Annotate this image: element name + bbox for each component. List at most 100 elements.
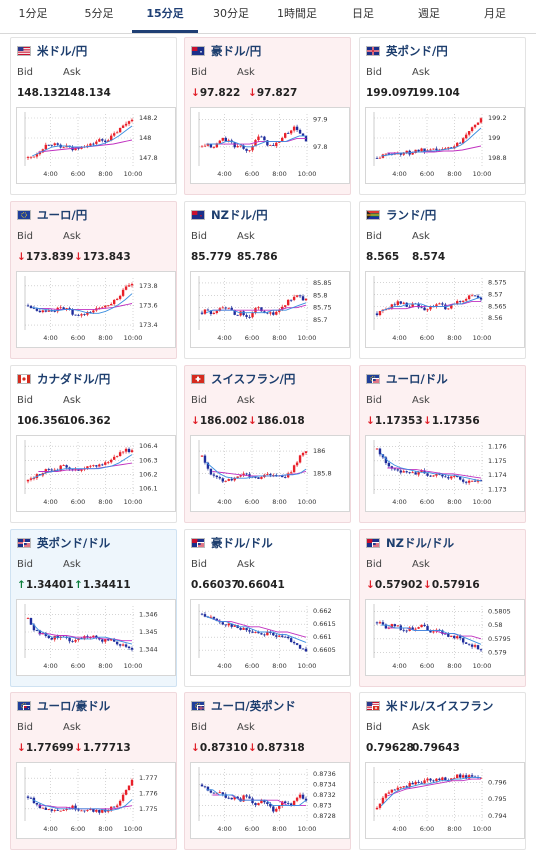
tab-3[interactable]: 30分足 <box>213 7 249 20</box>
candle-body <box>390 624 394 628</box>
bid-number: 8.565 <box>366 251 400 263</box>
rate-card[interactable]: ユーロ/ドル Bid Ask ↓1.17353 ↓1.17356 4:00 6:00 8:00… <box>359 365 526 523</box>
mini-chart[interactable]: 4:00 6:00 8:00 10:00 0.5805 0.58 0.5795 0.579 <box>365 599 525 676</box>
rate-card[interactable]: ユーロ/豪ドル Bid Ask ↓1.77699 ↓1.77713 4:00 6:00 8:0… <box>10 692 177 850</box>
bid-value: 106.356 <box>17 415 65 427</box>
candle-body <box>59 465 62 471</box>
rate-card[interactable]: 米ドル/円 Bid Ask 148.132 148.134 4:00 6:00 8:00 10:… <box>10 37 177 195</box>
pair-title[interactable]: カナダドル/円 <box>37 372 111 386</box>
ask-number: 186.018 <box>256 415 305 427</box>
candle-body <box>411 782 414 785</box>
pair-title[interactable]: ユーロ/円 <box>37 208 88 222</box>
rate-card[interactable]: 英ポンド/ドル Bid Ask ↑1.34401 ↑1.34411 4:00 6:00 8:0… <box>10 529 177 687</box>
mini-chart[interactable]: 4:00 6:00 8:00 10:00 199.2 199 198.8 <box>365 107 525 184</box>
tab-1[interactable]: 5分足 <box>84 7 114 20</box>
x-tick-label: 4:00 <box>217 334 232 342</box>
pair-title[interactable]: 豪ドル/円 <box>211 44 262 58</box>
flag-icon <box>366 46 380 56</box>
candle-body <box>239 475 242 477</box>
candle-body <box>298 455 302 463</box>
tab-7[interactable]: 月足 <box>484 7 506 20</box>
candle-body <box>266 474 269 475</box>
mini-chart[interactable]: 4:00 6:00 8:00 10:00 1.176 1.175 1.174 1.173 <box>365 435 525 512</box>
candle-body <box>83 314 86 316</box>
candle-body <box>429 630 432 633</box>
candle-body <box>414 472 417 475</box>
pair-title[interactable]: 米ドル/円 <box>37 44 88 58</box>
candle-body <box>89 808 92 811</box>
tab-4[interactable]: 1時間足 <box>277 7 317 20</box>
candle-body <box>227 623 230 626</box>
candle-body <box>284 305 287 307</box>
x-tick-label: 10:00 <box>124 498 143 506</box>
candle-body <box>464 481 468 483</box>
candle-body <box>260 800 263 804</box>
y-tick-label: 106.2 <box>139 470 158 478</box>
candle-body <box>284 477 287 478</box>
pair-title[interactable]: 英ポンド/ドル <box>37 536 111 550</box>
pair-title[interactable]: NZドル/ドル <box>386 536 455 550</box>
candle-body <box>112 639 116 642</box>
mini-chart[interactable]: 4:00 6:00 8:00 10:00 1.346 1.345 1.344 <box>16 599 176 676</box>
mini-chart[interactable]: 4:00 6:00 8:00 10:00 0.796 0.795 0.794 <box>365 762 525 839</box>
candle-body <box>86 810 89 811</box>
candle-body <box>464 299 468 301</box>
rate-card[interactable]: 米ドル/スイスフラン Bid Ask 0.79628 0.79643 4:00 6:00 8:… <box>359 692 526 850</box>
candle-body <box>112 806 116 808</box>
candle-body <box>233 625 236 627</box>
bid-label: Bid <box>17 559 33 570</box>
candle-body <box>411 303 414 308</box>
candle-body <box>218 477 222 479</box>
ma-fast-line <box>32 454 133 479</box>
mini-chart[interactable]: 4:00 6:00 8:00 10:00 8.575 8.57 8.565 8.56 <box>365 271 525 348</box>
candle-body <box>121 644 125 646</box>
tab-6[interactable]: 週足 <box>418 7 440 20</box>
pair-title[interactable]: ユーロ/ドル <box>386 372 448 386</box>
ask-value: ↓186.018 <box>248 415 305 427</box>
tab-0[interactable]: 1分足 <box>18 7 48 20</box>
mini-chart[interactable]: 4:00 6:00 8:00 10:00 0.8736 0.8734 0.8732 0.873… <box>190 762 350 839</box>
rate-card[interactable]: ユーロ/英ポンド Bid Ask ↓0.87310 ↓0.87318 4:00 6:00 8:… <box>184 692 351 850</box>
pair-title[interactable]: ユーロ/英ポンド <box>211 699 296 713</box>
mini-chart[interactable]: 4:00 6:00 8:00 10:00 1.777 1.776 1.775 <box>16 762 176 839</box>
rate-card[interactable]: NZドル/円 Bid Ask 85.779 85.786 4:00 6:00 8:00 10:0… <box>184 201 351 359</box>
rate-card[interactable]: ユーロ/円 Bid Ask ↓173.839 ↓173.843 4:00 6:00 8:00 1… <box>10 201 177 359</box>
candle-body <box>209 310 213 314</box>
mini-chart[interactable]: 4:00 6:00 8:00 10:00 173.8 173.6 173.4 <box>16 271 176 348</box>
candle-body <box>110 135 113 141</box>
pair-title[interactable]: スイスフラン/円 <box>211 372 296 386</box>
rate-card[interactable]: スイスフラン/円 Bid Ask ↓186.002 ↓186.018 4:00 6:00 8:… <box>184 365 351 523</box>
pair-title[interactable]: ユーロ/豪ドル <box>37 699 111 713</box>
mini-chart[interactable]: 4:00 6:00 8:00 10:00 186 185.8 <box>190 435 350 512</box>
candle-body <box>464 134 468 139</box>
rate-card[interactable]: 豪ドル/円 Bid Ask ↓97.822 ↓97.827 4:00 6:00 8:00 10:… <box>184 37 351 195</box>
tab-5[interactable]: 日足 <box>352 7 374 20</box>
bid-label: Bid <box>191 722 207 733</box>
mini-chart[interactable]: 4:00 6:00 8:00 10:00 85.85 85.8 85.75 85.7 <box>190 271 350 348</box>
mini-chart[interactable]: 4:00 6:00 8:00 10:00 148.2 148 147.8 <box>16 107 176 184</box>
mini-chart[interactable]: 4:00 6:00 8:00 10:00 0.662 0.6615 0.661 0.6605 <box>190 599 350 676</box>
pair-title[interactable]: NZドル/円 <box>211 208 268 222</box>
candle-body <box>32 156 36 158</box>
rate-card[interactable]: 豪ドル/ドル Bid Ask 0.66037 0.66041 4:00 6:00 8:00 10… <box>184 529 351 687</box>
y-tick-label: 199.2 <box>488 114 507 122</box>
y-tick-label: 185.8 <box>313 470 332 478</box>
down-arrow-icon: ↓ <box>74 742 83 754</box>
pair-title[interactable]: 米ドル/スイスフラン <box>386 699 494 713</box>
candle-body <box>251 631 254 633</box>
rate-card[interactable]: 英ポンド/円 Bid Ask 199.097 199.104 4:00 6:00 8:00 10… <box>359 37 526 195</box>
rate-card[interactable]: NZドル/ドル Bid Ask ↓0.57902 ↓0.57916 4:00 6:00 8:0… <box>359 529 526 687</box>
pair-title[interactable]: ランド/円 <box>386 208 437 222</box>
mini-chart[interactable]: 4:00 6:00 8:00 10:00 106.4 106.3 106.2 106.1 <box>16 435 176 512</box>
rate-card[interactable]: ランド/円 Bid Ask 8.565 8.574 4:00 6:00 8:00 10:00 8.… <box>359 201 526 359</box>
pair-title[interactable]: 豪ドル/ドル <box>211 536 273 550</box>
y-tick-label: 106.4 <box>139 442 158 450</box>
ask-label: Ask <box>63 67 81 78</box>
mini-chart[interactable]: 4:00 6:00 8:00 10:00 97.9 97.8 <box>190 107 350 184</box>
candle-body <box>423 780 426 784</box>
rate-card[interactable]: カナダドル/円 Bid Ask 106.356 106.362 4:00 6:00 8:00 1… <box>10 365 177 523</box>
pair-title[interactable]: 英ポンド/円 <box>386 44 448 58</box>
candle-body <box>387 463 391 467</box>
tab-2[interactable]: 15分足 <box>132 0 198 33</box>
ask-label: Ask <box>237 559 255 570</box>
